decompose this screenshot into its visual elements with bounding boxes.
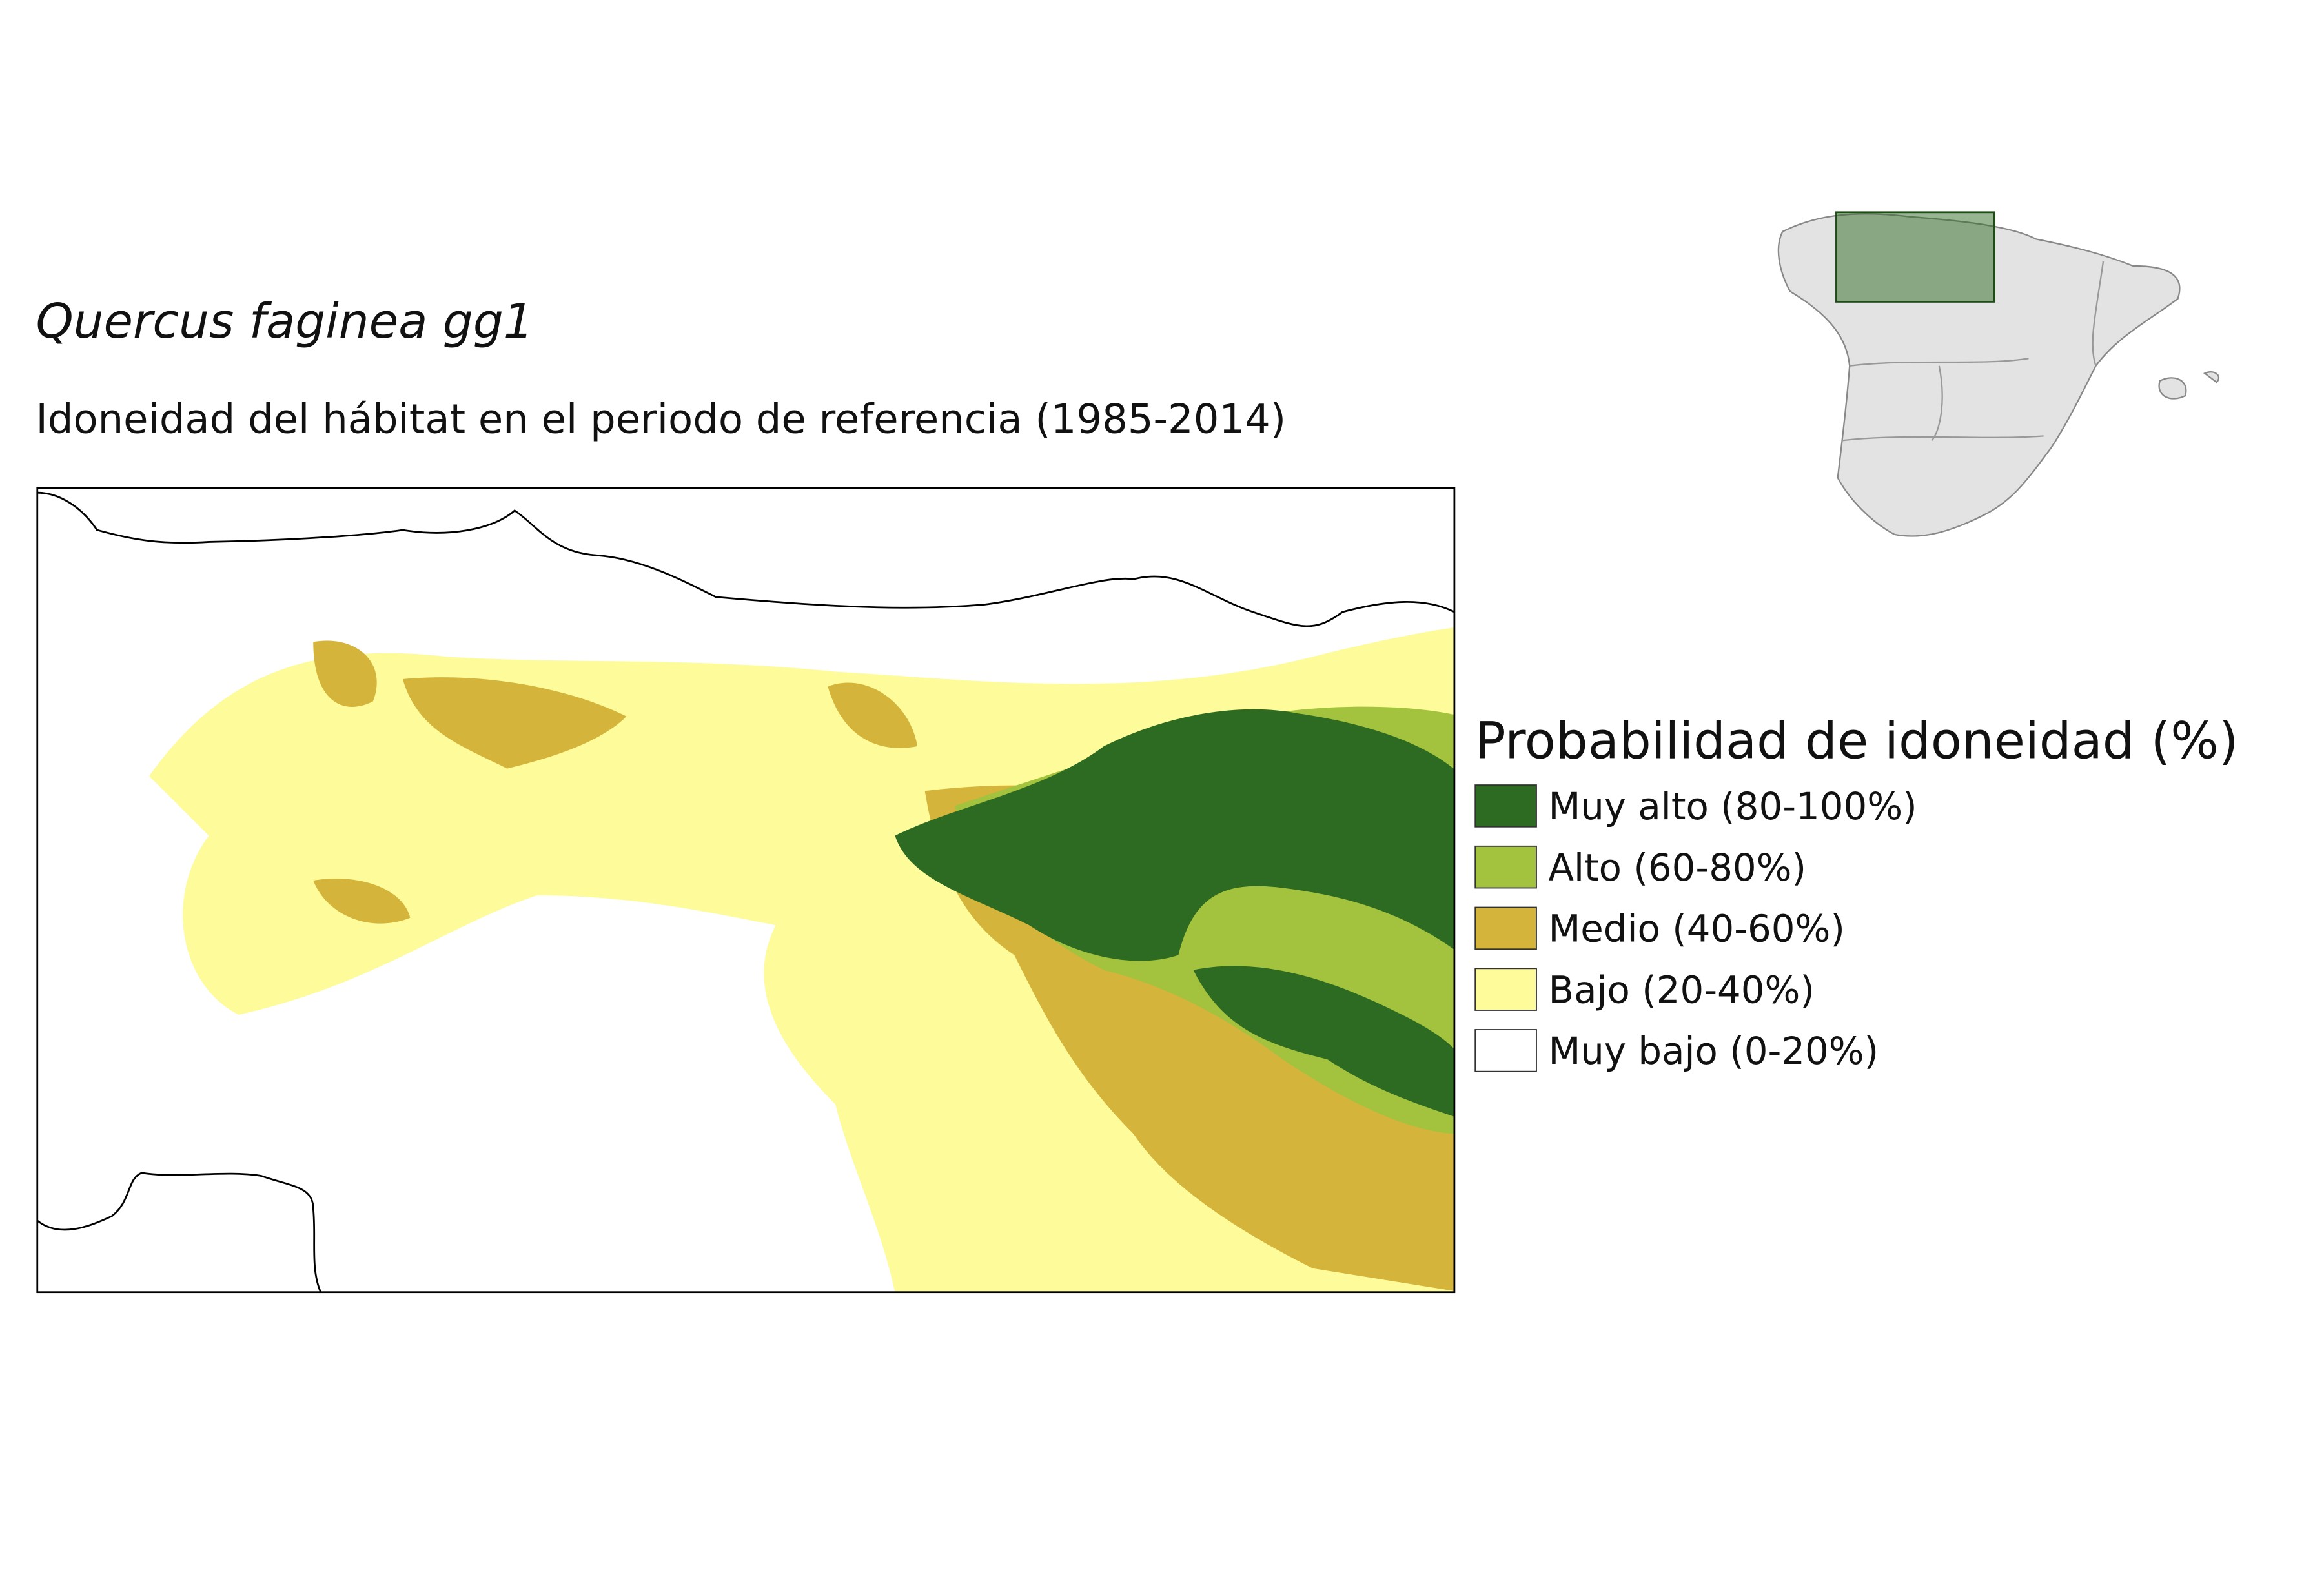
legend-label: Bajo (20-40%) (1548, 968, 1814, 1012)
suitability-very-high (895, 709, 1454, 1117)
legend-swatch (1474, 784, 1537, 828)
legend: Muy alto (80-100%) Alto (60-80%) Medio (40… (1474, 784, 1917, 1073)
legend-label: Medio (40-60%) (1548, 907, 1845, 951)
map-area (37, 491, 1454, 1292)
legend-swatch (1474, 906, 1537, 950)
legend-label: Muy alto (80-100%) (1548, 784, 1917, 828)
legend-swatch (1474, 968, 1537, 1011)
inset-map (1777, 211, 2220, 537)
map-frame (36, 487, 1456, 1294)
legend-label: Muy bajo (0-20%) (1548, 1029, 1879, 1073)
legend-title: Probabilidad de idoneidad (%) (1475, 711, 2238, 770)
legend-swatch (1474, 1029, 1537, 1072)
legend-label: Alto (60-80%) (1548, 846, 1806, 890)
legend-swatch (1474, 845, 1537, 889)
map-subtitle: Idoneidad del hábitat en el periodo de r… (36, 396, 1286, 443)
map-title: Quercus faginea gg1 (36, 294, 533, 349)
